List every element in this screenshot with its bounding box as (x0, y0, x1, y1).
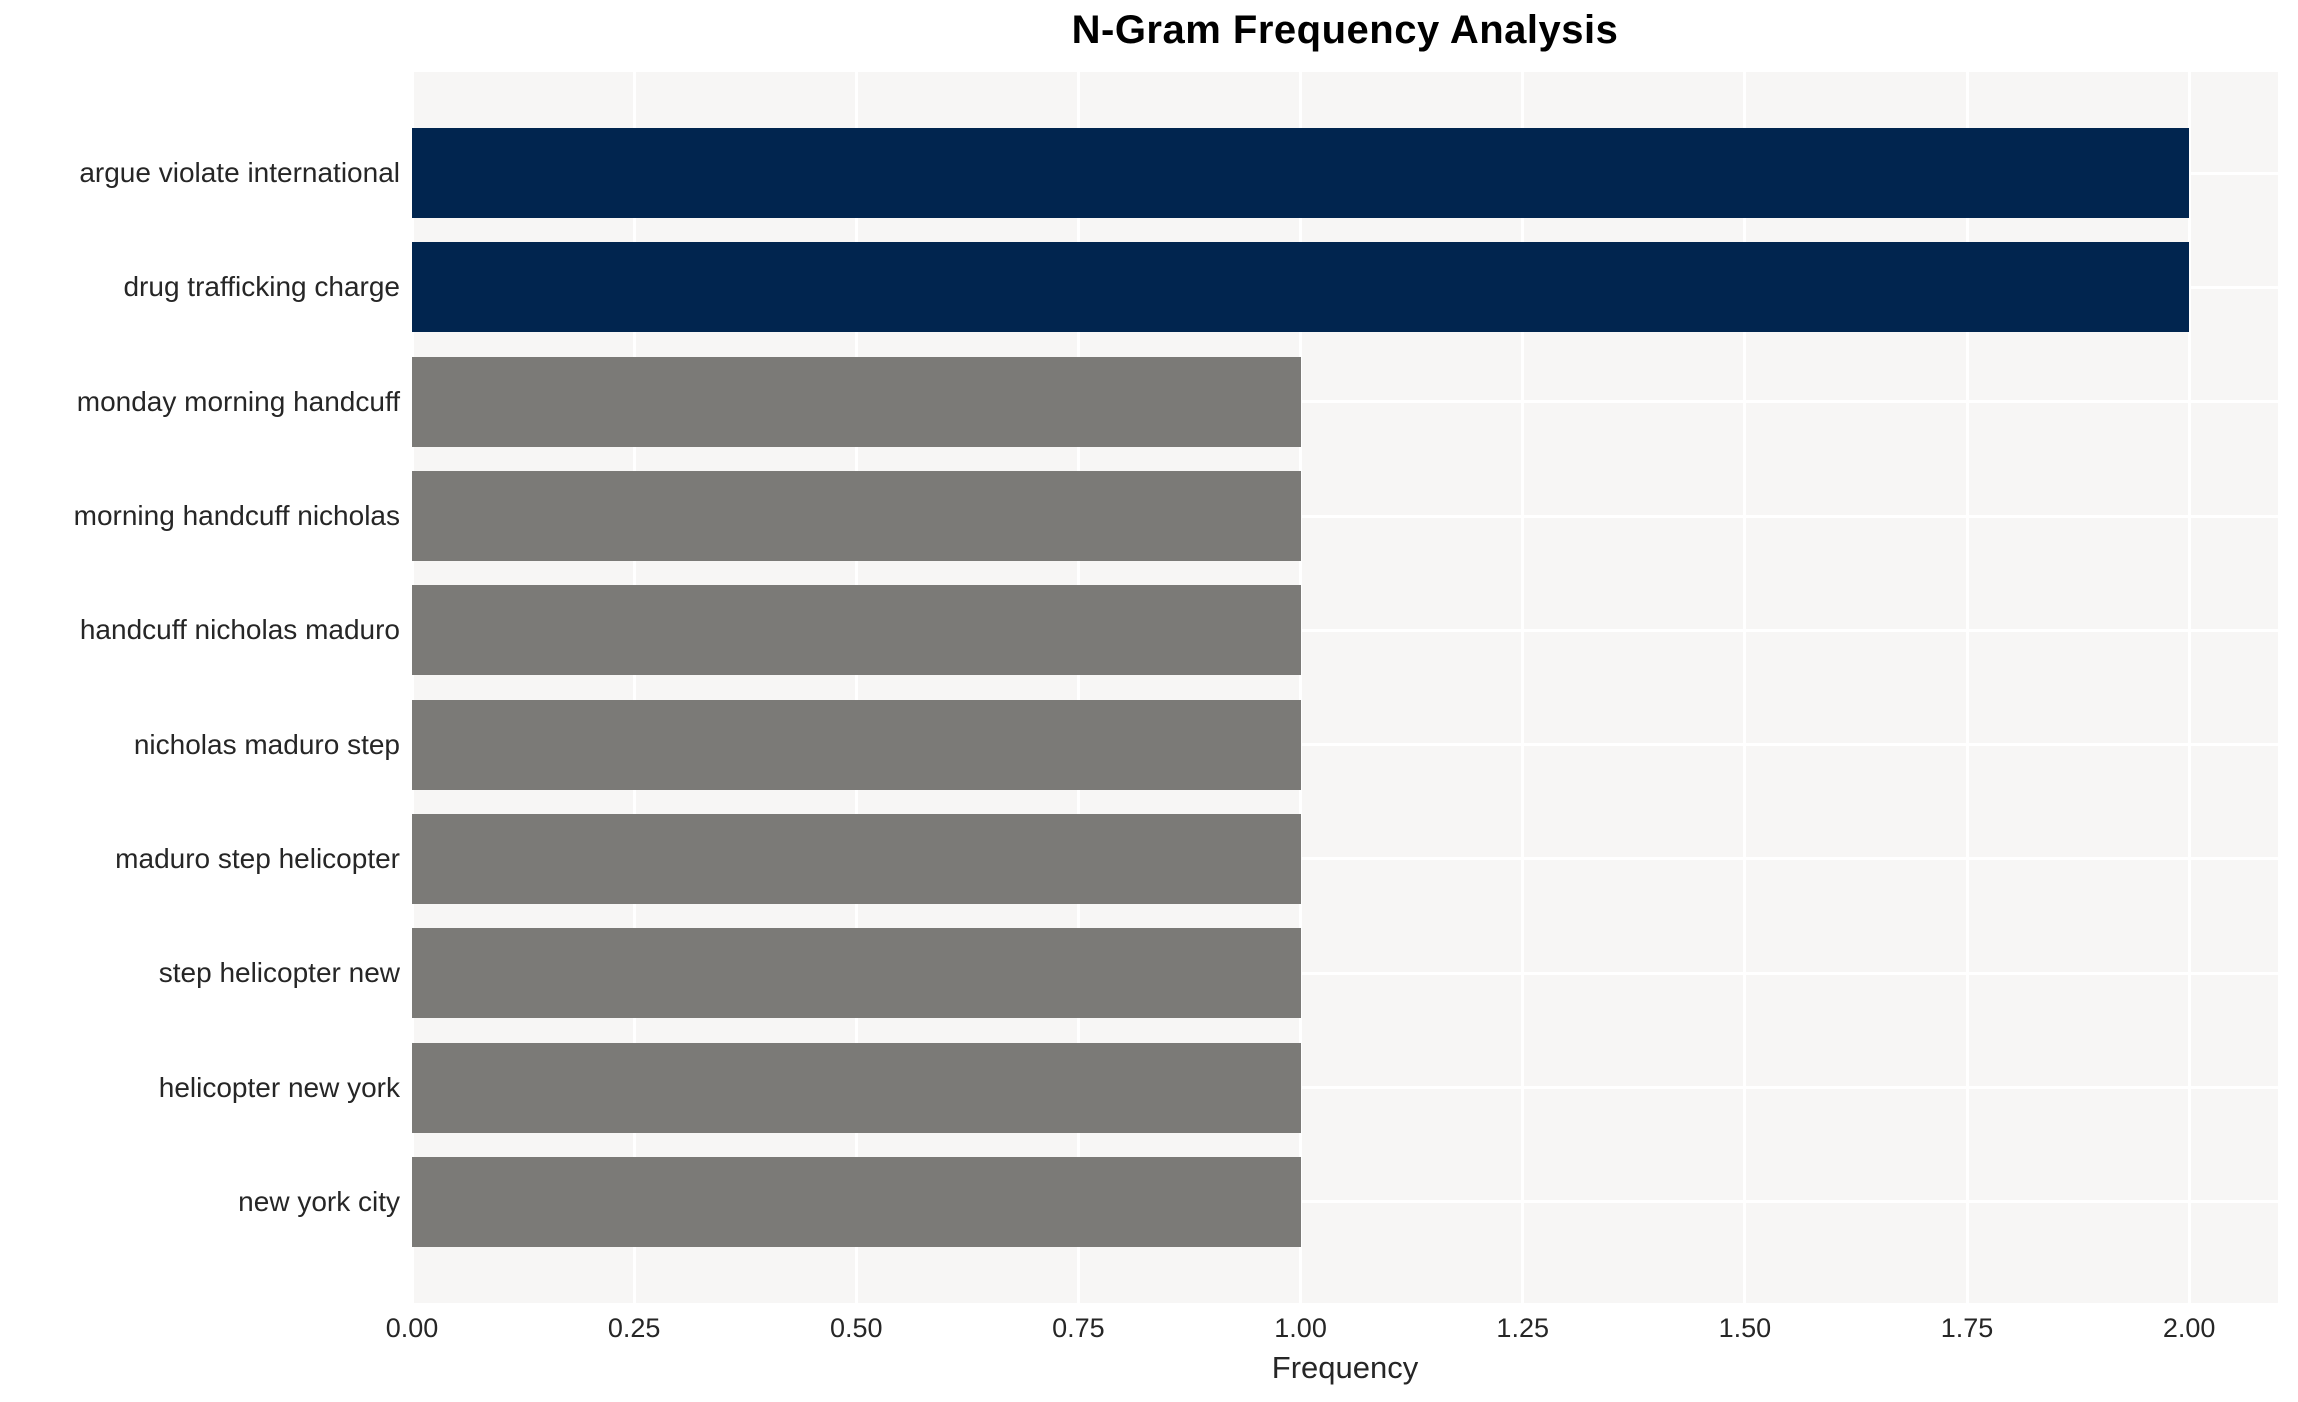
gridline-vertical (1965, 72, 1969, 1303)
bar-argue-violate-international (412, 128, 2190, 219)
y-axis-label: nicholas maduro step (133, 728, 400, 760)
gridline-vertical (632, 72, 636, 1303)
y-axis-label: argue violate international (79, 157, 400, 189)
bar-drug-trafficking-charge (412, 242, 2190, 333)
y-axis-label: monday morning handcuff (76, 385, 400, 417)
x-axis-tick-label: 0.75 (1052, 1313, 1105, 1343)
gridline-horizontal (412, 1086, 2278, 1090)
gridline-horizontal (412, 1200, 2278, 1204)
bar-handcuff-nicholas-maduro (412, 585, 1301, 676)
y-axis-label: maduro step helicopter (115, 842, 400, 874)
y-axis-label: helicopter new york (158, 1071, 400, 1103)
x-axis-tick-label: 0.00 (385, 1313, 439, 1343)
bar-monday-morning-handcuff (412, 356, 1301, 447)
gridline-vertical (854, 72, 858, 1303)
bar-morning-handcuff-nicholas (412, 471, 1301, 562)
bar-new-york-city (412, 1156, 1301, 1247)
bar-step-helicopter-new (412, 928, 1301, 1019)
x-axis-tick-label: 1.50 (1718, 1313, 1772, 1343)
bar-helicopter-new-york (412, 1042, 1301, 1133)
gridline-horizontal (412, 400, 2278, 404)
chart-title: N-Gram Frequency Analysis (1071, 8, 1619, 52)
gridline-vertical (410, 72, 414, 1303)
gridline-vertical (1076, 72, 1080, 1303)
x-axis-tick-label: 2.00 (2162, 1313, 2216, 1343)
gridline-horizontal (412, 857, 2278, 861)
x-axis-tick-label: 0.50 (830, 1313, 883, 1343)
gridline-horizontal (412, 743, 2278, 747)
x-axis-title: Frequency (1271, 1350, 1419, 1385)
gridline-horizontal (412, 514, 2278, 518)
gridline-horizontal (412, 971, 2278, 975)
y-axis-label: drug trafficking charge (123, 271, 400, 303)
x-axis-tick-label: 1.75 (1940, 1313, 1994, 1343)
gridline-vertical (1521, 72, 1525, 1303)
plot-area (410, 72, 2278, 1303)
y-axis-label: morning handcuff nicholas (73, 500, 400, 532)
y-axis-label: new york city (238, 1185, 400, 1217)
gridline-vertical (1299, 72, 1303, 1303)
bar-maduro-step-helicopter (412, 813, 1301, 904)
x-axis-tick-label: 1.00 (1274, 1313, 1327, 1343)
y-axis-label: handcuff nicholas maduro (79, 614, 400, 646)
gridline-vertical (2187, 72, 2191, 1303)
gridline-vertical (1743, 72, 1747, 1303)
x-axis-tick-label: 1.25 (1496, 1313, 1549, 1343)
bars-layer (412, 72, 2278, 1303)
gridline-horizontal (412, 628, 2278, 632)
y-axis-label: step helicopter new (158, 957, 400, 989)
bar-nicholas-maduro-step (412, 699, 1301, 790)
x-axis-tick-label: 0.25 (607, 1313, 661, 1343)
y-axis-labels: argue violate international drug traffick… (0, 72, 404, 1303)
